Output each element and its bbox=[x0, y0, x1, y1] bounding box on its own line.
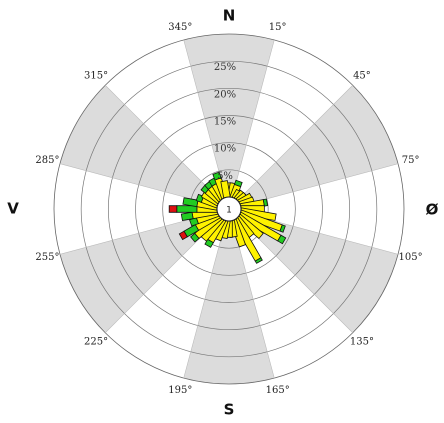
ring-label: 25% bbox=[214, 62, 236, 73]
ring-circle bbox=[135, 115, 323, 303]
sector-ray bbox=[231, 39, 275, 198]
degree-label: 345° bbox=[168, 22, 192, 33]
ring-label: 5% bbox=[217, 171, 233, 182]
ring-label: 10% bbox=[214, 144, 236, 155]
direction-bar-segment bbox=[212, 171, 222, 181]
degree-label: 105° bbox=[399, 252, 423, 263]
shaded-sectors bbox=[59, 33, 399, 385]
sector-ray bbox=[105, 85, 221, 201]
calm-value: 1 bbox=[226, 206, 232, 216]
degree-label: 285° bbox=[35, 155, 59, 166]
cardinal-north: N bbox=[223, 7, 236, 25]
degree-label: 225° bbox=[84, 336, 108, 347]
direction-bar-segment bbox=[178, 230, 188, 241]
shaded-sector bbox=[183, 209, 275, 385]
outer-ring bbox=[53, 33, 405, 385]
direction-bar-segment bbox=[168, 205, 178, 213]
shaded-sector bbox=[59, 85, 230, 209]
calm-circle-group: 1 bbox=[216, 196, 242, 222]
ring-circle bbox=[107, 87, 351, 331]
shaded-sector bbox=[229, 209, 399, 333]
degree-label: 75° bbox=[402, 155, 420, 166]
direction-bar-segment bbox=[176, 205, 198, 213]
degree-label: 255° bbox=[35, 252, 59, 263]
sector-ray bbox=[237, 85, 353, 201]
sector-ray bbox=[183, 39, 227, 198]
direction-bar-segment bbox=[204, 238, 214, 248]
percentage-rings bbox=[53, 33, 405, 385]
degree-label: 165° bbox=[266, 385, 290, 396]
ring-circle bbox=[162, 142, 296, 276]
degree-label: 315° bbox=[84, 71, 108, 82]
degree-label: 195° bbox=[168, 385, 192, 396]
cardinal-east: Ø bbox=[426, 201, 439, 219]
ring-label: 20% bbox=[214, 89, 236, 100]
direction-bar-segment bbox=[190, 232, 200, 243]
degree-label: 15° bbox=[269, 22, 287, 33]
direction-bar-segment bbox=[254, 257, 263, 264]
direction-bar-segment bbox=[262, 198, 269, 207]
sector-ray bbox=[183, 220, 227, 379]
degree-label: 45° bbox=[353, 71, 371, 82]
direction-bar-segment bbox=[277, 234, 287, 245]
calm-circle bbox=[216, 196, 242, 222]
degree-labels: 15° 45° 75° 105° 135° 165° 195° 225° 255° 285° 315… bbox=[35, 22, 422, 396]
shaded-sector bbox=[229, 85, 399, 209]
shaded-sector bbox=[59, 209, 230, 333]
ring-label: 15% bbox=[214, 117, 236, 128]
direction-bar-segment bbox=[180, 211, 194, 222]
shaded-sector bbox=[183, 33, 275, 210]
ring-circle bbox=[80, 60, 378, 358]
cardinal-west: V bbox=[7, 200, 19, 218]
direction-bar-segment bbox=[233, 179, 243, 188]
cardinal-south: S bbox=[224, 401, 235, 419]
direction-bar-segment bbox=[182, 197, 199, 208]
direction-bar-segment bbox=[279, 224, 286, 233]
degree-label: 135° bbox=[350, 336, 374, 347]
ring-labels: 5% 10% 15% 20% 25% bbox=[214, 62, 236, 182]
